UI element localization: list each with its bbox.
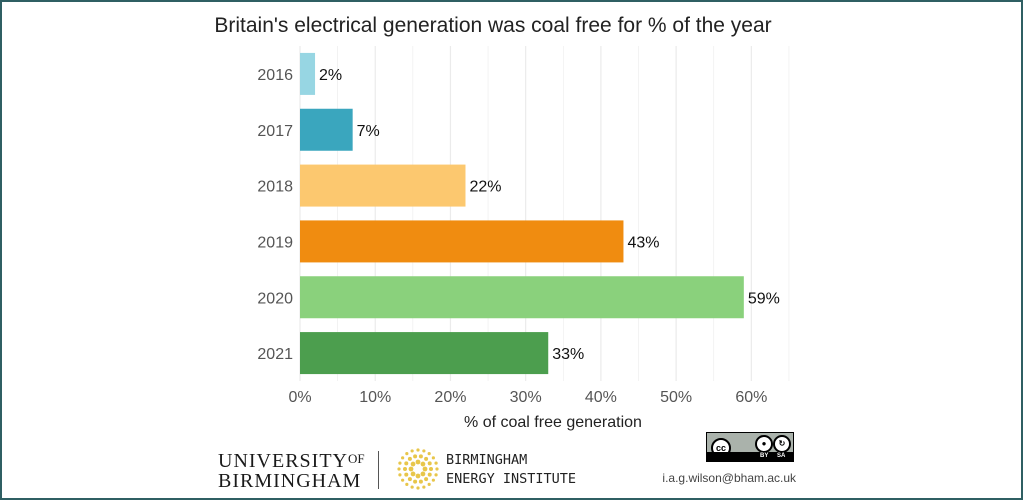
energy-institute-logo: BIRMINGHAM ENERGY INSTITUTE xyxy=(446,451,576,489)
data-label: 2% xyxy=(319,67,342,84)
sun-dot xyxy=(416,448,420,452)
sun-dot xyxy=(410,485,414,489)
university-of-birmingham-logo: UNIVERSITYOF BIRMINGHAM xyxy=(218,449,365,491)
sun-dot xyxy=(422,485,426,489)
sun-dot xyxy=(401,456,405,460)
bar-2016 xyxy=(300,52,316,95)
sun-dot xyxy=(431,478,435,482)
x-axis-label: % of coal free generation xyxy=(464,414,642,431)
sun-dot xyxy=(427,452,431,456)
sun-dot xyxy=(405,452,409,456)
university-line1: UNIVERSITY xyxy=(218,450,348,472)
sun-dot xyxy=(398,461,402,465)
university-line2: BIRMINGHAM xyxy=(218,470,362,492)
sun-dot xyxy=(415,459,421,465)
y-tick-label: 2016 xyxy=(257,67,293,84)
sun-dot xyxy=(413,479,418,484)
sun-dot xyxy=(410,471,416,477)
data-label: 59% xyxy=(748,290,780,307)
sun-dot xyxy=(422,466,428,472)
y-tick-label: 2020 xyxy=(257,290,293,307)
sun-dot xyxy=(405,482,409,486)
energy-institute-sun-icon xyxy=(397,448,439,490)
x-tick-label: 10% xyxy=(359,389,391,406)
license-by-label: BY xyxy=(760,453,769,459)
y-tick-label: 2019 xyxy=(257,234,293,251)
sun-dot xyxy=(413,454,418,459)
x-tick-label: 20% xyxy=(434,389,466,406)
sun-dot xyxy=(420,461,426,467)
bar-2017 xyxy=(300,108,353,151)
sun-dot xyxy=(404,472,409,477)
sun-dot xyxy=(427,482,431,486)
y-tick-label: 2017 xyxy=(257,123,293,140)
sun-dot xyxy=(424,477,429,482)
institute-line2: ENERGY INSTITUTE xyxy=(446,471,577,487)
sun-dot xyxy=(408,466,414,472)
license-sa-label: SA xyxy=(777,453,786,459)
share-alike-icon: ↻ xyxy=(773,435,791,453)
sun-dot xyxy=(435,467,439,471)
data-label: 43% xyxy=(627,234,659,251)
bar-2021 xyxy=(300,332,549,375)
data-label: 22% xyxy=(469,179,501,196)
bar-2018 xyxy=(300,164,466,207)
logo-divider xyxy=(378,451,379,489)
sun-dot xyxy=(427,461,432,466)
sun-dot xyxy=(407,456,412,461)
bar-2020 xyxy=(300,276,744,319)
attribution-person-icon: ● xyxy=(755,435,773,453)
sun-dot xyxy=(420,471,426,477)
bar-chart: 0% 10% 20% 30% 40% 50% 60% 2016 2% 2017 7% 2018 22% 2… xyxy=(257,46,790,431)
x-tick-label: 30% xyxy=(510,389,542,406)
x-tick-label: 50% xyxy=(660,389,692,406)
sun-dot xyxy=(397,467,401,471)
sun-dot xyxy=(434,461,438,465)
sun-dot xyxy=(407,477,412,482)
sun-dot xyxy=(429,467,433,471)
sun-dot xyxy=(427,472,432,477)
x-tick-label: 40% xyxy=(585,389,617,406)
x-tick-label: 0% xyxy=(288,389,311,406)
cc-by-sa-license-icon: cc ● ↻ BY SA xyxy=(706,432,794,462)
sun-dot xyxy=(416,486,420,490)
sun-dot xyxy=(418,454,423,459)
sun-dot xyxy=(398,473,402,477)
sun-dot xyxy=(415,473,421,479)
sun-dot xyxy=(422,449,426,453)
y-tick-label: 2021 xyxy=(257,346,293,363)
author-email: i.a.g.wilson@bham.ac.uk xyxy=(662,471,796,485)
sun-dot xyxy=(410,461,416,467)
bar-2019 xyxy=(300,220,624,263)
sun-dot xyxy=(404,461,409,466)
sun-dot xyxy=(424,456,429,461)
data-label: 7% xyxy=(357,123,380,140)
sun-dot xyxy=(401,478,405,482)
chart-title: Britain's electrical generation was coal… xyxy=(214,14,772,37)
y-tick-label: 2018 xyxy=(257,179,293,196)
institute-line1: BIRMINGHAM xyxy=(446,452,528,468)
x-tick-label: 60% xyxy=(735,389,767,406)
sun-dot xyxy=(431,456,435,460)
sun-dot xyxy=(418,479,423,484)
sun-dot xyxy=(434,473,438,477)
university-of: OF xyxy=(348,451,365,466)
data-label: 33% xyxy=(552,346,584,363)
sun-dot xyxy=(410,449,414,453)
sun-dot xyxy=(403,467,407,471)
